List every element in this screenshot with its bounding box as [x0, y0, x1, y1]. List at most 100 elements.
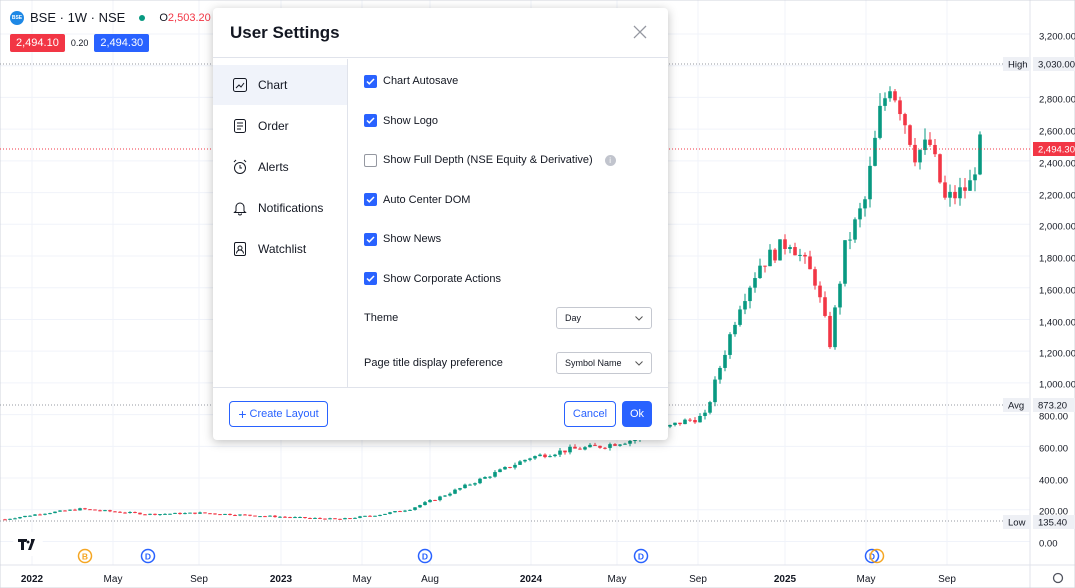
theme-select-value: Day — [565, 313, 582, 323]
symbol-title[interactable]: BSE · 1W · NSE — [30, 10, 126, 25]
candle-body — [418, 505, 422, 508]
title-pref-select[interactable]: Symbol Name — [556, 352, 652, 374]
buy-price-button[interactable]: 2,494.30 — [94, 34, 150, 52]
checkbox-checked[interactable] — [364, 232, 377, 246]
gear-icon[interactable] — [1052, 572, 1064, 584]
sidebar-item-order[interactable]: Order — [213, 106, 347, 146]
candle-body — [288, 517, 292, 519]
candle-body — [703, 412, 707, 416]
option-show-news[interactable]: Show News — [364, 229, 668, 249]
event-marker-label: D — [869, 552, 875, 562]
candle-body — [313, 517, 317, 519]
candle-body — [23, 515, 27, 518]
candle-body — [543, 454, 547, 458]
candle-body — [713, 379, 717, 403]
candle-body — [178, 512, 182, 515]
option-label: Chart Autosave — [383, 75, 459, 87]
candle-body — [598, 445, 602, 448]
info-icon[interactable]: i — [604, 154, 616, 166]
price-axis-label: 400.00 — [1039, 476, 1068, 487]
bell-icon — [233, 202, 247, 216]
dialog-header: User Settings — [213, 8, 668, 58]
candle-body — [678, 422, 682, 425]
candle-body — [803, 254, 807, 257]
candle-body — [28, 515, 32, 517]
candle-body — [443, 495, 447, 497]
candle-body — [553, 454, 557, 457]
sidebar-item-label: Alerts — [258, 160, 289, 174]
candle-body — [168, 513, 172, 515]
dialog-body: Chart Order Alerts Notifications Watchli… — [213, 59, 668, 387]
time-axis-label: 2024 — [520, 574, 543, 585]
checkbox-checked[interactable] — [364, 74, 377, 88]
symbol-header: BSE BSE · 1W · NSE O2,503.20 H — [10, 10, 225, 25]
ohlc-open-value: 2,503.20 — [167, 11, 211, 24]
candle-body — [538, 454, 542, 457]
candle-body — [933, 144, 937, 155]
candle-body — [393, 511, 397, 513]
candle-body — [283, 516, 287, 518]
candle-body — [528, 458, 532, 460]
option-chart-autosave[interactable]: Chart Autosave — [364, 71, 668, 91]
candle-body — [463, 484, 467, 489]
chevron-down-icon — [635, 315, 643, 321]
check-icon — [366, 235, 375, 243]
sidebar-item-chart[interactable]: Chart — [213, 65, 347, 105]
stat-tag — [1003, 57, 1031, 71]
checkbox-unchecked[interactable] — [364, 153, 377, 167]
candle-body — [253, 515, 257, 517]
price-axis-label: 1,400.00 — [1039, 318, 1075, 329]
checkbox-checked[interactable] — [364, 272, 377, 285]
candle-body — [378, 514, 382, 516]
option-show-full-depth[interactable]: Show Full Depth (NSE Equity & Derivative… — [364, 150, 668, 170]
candle-body — [958, 187, 962, 199]
candle-body — [693, 420, 697, 423]
sidebar-item-label: Watchlist — [258, 242, 307, 256]
tradingview-logo[interactable] — [13, 532, 43, 556]
candle-body — [788, 247, 792, 250]
candle-body — [108, 510, 112, 512]
candle-body — [78, 508, 82, 511]
sidebar-item-watchlist[interactable]: Watchlist — [213, 229, 347, 269]
sell-price-button[interactable]: 2,494.10 — [10, 34, 65, 52]
title-pref-select-value: Symbol Name — [565, 358, 622, 368]
candle-body — [438, 496, 442, 501]
create-layout-button[interactable]: + Create Layout — [229, 401, 328, 427]
sidebar-item-alerts[interactable]: Alerts — [213, 147, 347, 187]
spread-value: 0.20 — [70, 38, 89, 48]
option-show-logo[interactable]: Show Logo — [364, 111, 668, 131]
candle-body — [578, 448, 582, 450]
theme-select[interactable]: Day — [556, 307, 652, 329]
candle-body — [63, 510, 67, 512]
event-marker — [77, 548, 93, 564]
stat-tag-label: Avg — [1008, 401, 1024, 412]
option-show-corporate-actions[interactable]: Show Corporate Actions — [364, 269, 668, 289]
candle-body — [53, 511, 57, 514]
candle-body — [518, 461, 522, 465]
stat-tag-label: High — [1008, 60, 1028, 71]
candle-body — [573, 446, 577, 449]
price-axis-label: 1,000.00 — [1039, 380, 1075, 391]
price-axis-label: 1,600.00 — [1039, 286, 1075, 297]
candle-body — [953, 191, 957, 199]
close-icon[interactable] — [632, 24, 648, 40]
candle-body — [813, 269, 817, 286]
sidebar-item-label: Chart — [258, 78, 288, 92]
candle-body — [898, 100, 902, 115]
chevron-down-icon — [635, 360, 643, 366]
sidebar-item-label: Order — [258, 119, 289, 133]
price-axis-label: 2,400.00 — [1039, 159, 1075, 170]
price-axis-label: 600.00 — [1039, 444, 1068, 455]
checkbox-checked[interactable] — [364, 114, 377, 127]
option-auto-center-dom[interactable]: Auto Center DOM — [364, 190, 668, 210]
candle-body — [698, 415, 702, 423]
candle-body — [143, 514, 147, 516]
stat-tag — [1003, 515, 1031, 529]
ok-button[interactable]: Ok — [622, 401, 652, 427]
cancel-button[interactable]: Cancel — [564, 401, 616, 427]
checkbox-checked[interactable] — [364, 193, 377, 206]
candle-body — [258, 516, 262, 518]
candle-body — [708, 402, 712, 413]
price-axis-label: 135.40 — [1038, 518, 1067, 529]
sidebar-item-notifications[interactable]: Notifications — [213, 188, 347, 228]
